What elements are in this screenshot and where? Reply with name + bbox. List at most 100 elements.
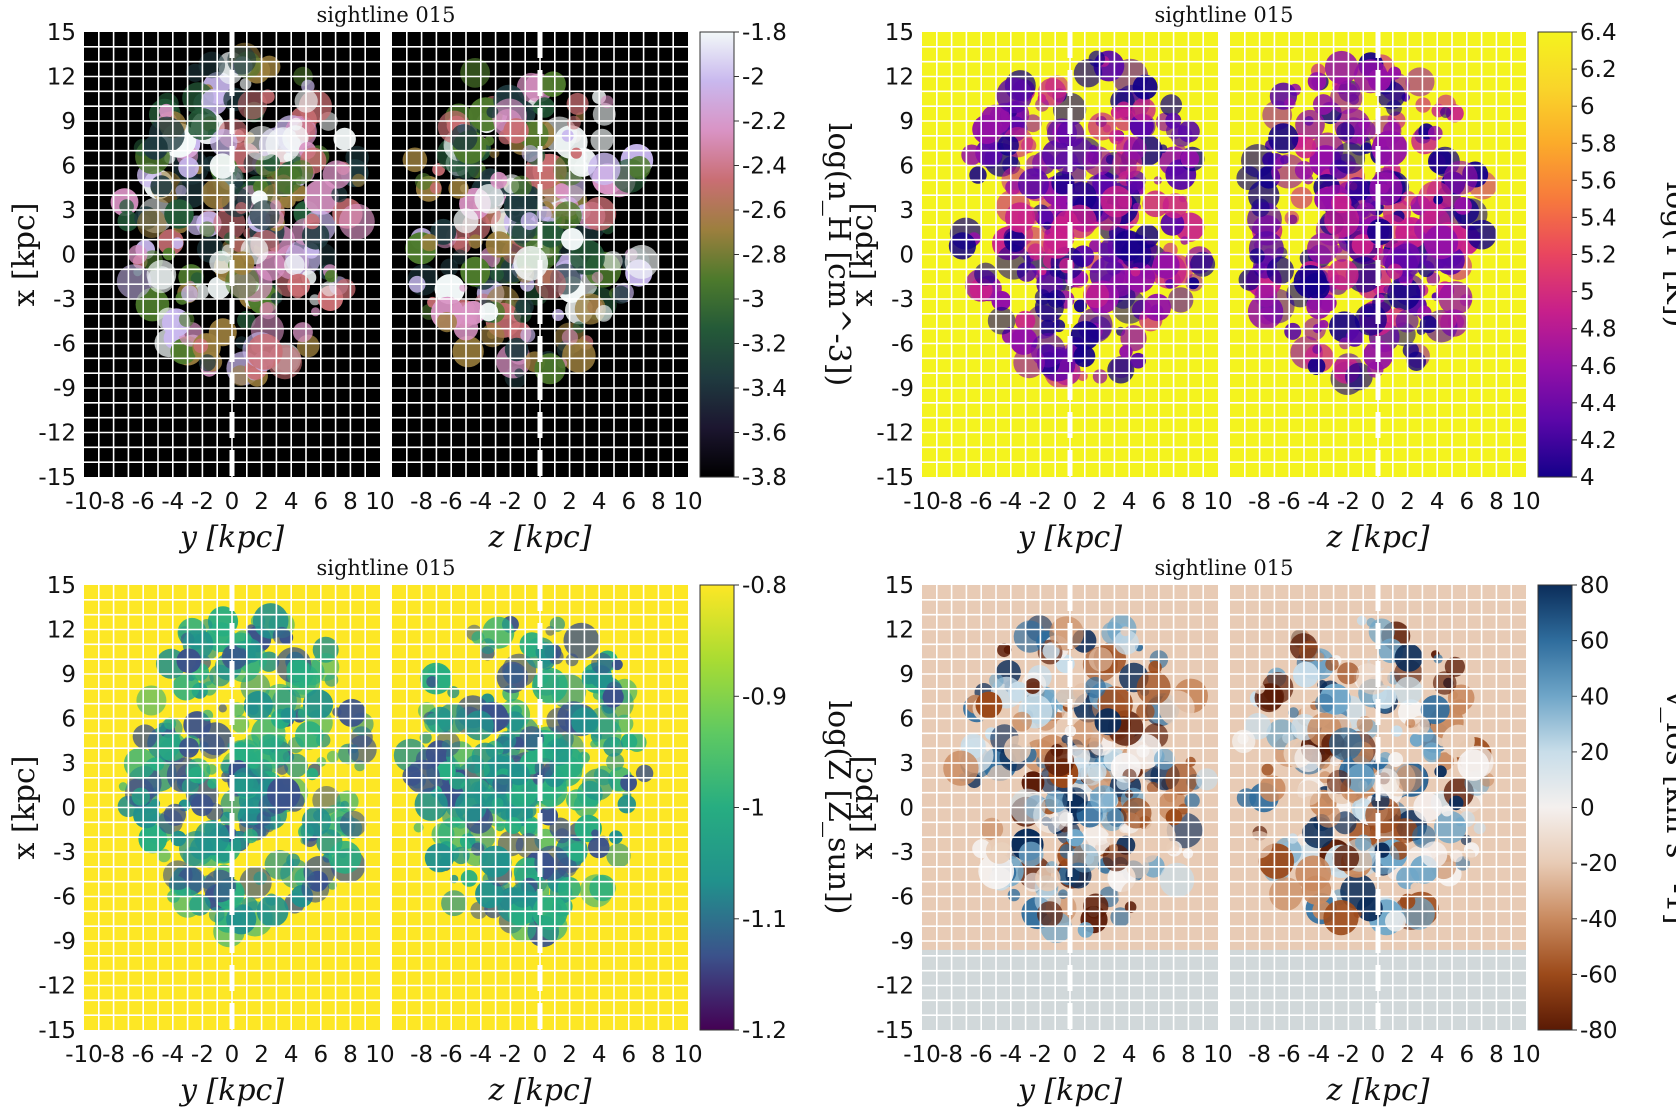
y-tick-label: 9 (61, 662, 76, 688)
texture-blob (181, 285, 198, 302)
y-tick-label: -6 (891, 332, 914, 358)
texture-blob (1394, 676, 1423, 706)
texture-blob (586, 707, 619, 740)
texture-blob (321, 281, 337, 297)
texture-blob (1232, 729, 1256, 754)
texture-blob (328, 840, 362, 874)
texture-blob (1035, 97, 1049, 112)
texture-blob (591, 652, 613, 675)
texture-blob (301, 806, 331, 836)
texture-blob (424, 843, 454, 873)
texture-blob (1371, 130, 1408, 167)
x-tick-label: -8 (102, 489, 125, 515)
texture-blob (1050, 743, 1064, 757)
texture-blob (602, 251, 623, 272)
texture-blob (1423, 225, 1459, 260)
chart-title: sightline 015 (316, 3, 455, 27)
texture-blob (178, 311, 195, 327)
texture-blob (491, 797, 504, 810)
x-tick-label: -2 (499, 1042, 522, 1068)
heatmap-y-projection (922, 585, 1218, 1030)
colorbar-tick-label: -1.1 (742, 907, 787, 933)
texture-blob (1325, 657, 1339, 671)
texture-blob (553, 201, 582, 230)
texture-blob (119, 199, 134, 214)
texture-blob (501, 882, 512, 893)
x-axis-label-right: z [kpc] (1326, 520, 1430, 555)
grid (392, 585, 688, 1030)
texture-blob (969, 166, 987, 184)
texture-blob (1348, 179, 1370, 201)
texture-blob (405, 759, 440, 794)
colorbar-tick-label: -2.4 (742, 154, 787, 180)
texture-blob (490, 267, 504, 282)
texture-blob (1187, 277, 1200, 290)
texture-blob (414, 787, 448, 821)
y-tick-label: 0 (899, 243, 914, 269)
colorbar-tick-label: 6 (1580, 94, 1595, 120)
texture-blob (1119, 345, 1133, 359)
texture-blob (237, 90, 268, 120)
x-axis-label-right: z [kpc] (1326, 1073, 1430, 1108)
texture-blob (624, 244, 659, 279)
texture-blob (1331, 192, 1352, 214)
texture-blob (420, 233, 439, 252)
colorbar (699, 584, 735, 1031)
texture-blob (1024, 114, 1042, 133)
texture-blob (1282, 732, 1294, 744)
texture-blob (581, 768, 614, 801)
texture-blob (1356, 615, 1367, 626)
texture-blob (504, 817, 522, 834)
texture-blob (1124, 901, 1137, 913)
texture-blob (185, 758, 211, 783)
texture-blob (287, 273, 311, 297)
x-axis-label-left: y [kpc] (1016, 1073, 1122, 1108)
texture-blob (1440, 107, 1452, 118)
x-tick-label: -6 (440, 1042, 463, 1068)
texture-blob (201, 88, 228, 115)
colorbar-label: log(n_H [cm^-3]) (821, 123, 856, 386)
texture-blob (1102, 844, 1130, 872)
texture-blob (1054, 150, 1079, 175)
colorbar-tick-label: -80 (1580, 1018, 1618, 1044)
colorbar (699, 31, 735, 478)
colorbar-tick-label: -1 (742, 796, 765, 822)
texture-blob (286, 853, 300, 868)
texture-blob (1356, 716, 1373, 733)
y-tick-label: -3 (891, 840, 914, 866)
x-tick-label: -10 (903, 489, 941, 515)
texture-blob (1090, 785, 1118, 813)
colorbar-tick-label: -40 (1580, 907, 1618, 933)
texture-blob (1269, 877, 1303, 911)
texture-blob (1295, 855, 1331, 892)
x-tick-label: 0 (1371, 489, 1386, 515)
texture-blob (1109, 843, 1119, 853)
x-tick-label: 2 (562, 1042, 577, 1068)
texture-blob (1180, 149, 1200, 169)
texture-blob (1089, 144, 1098, 153)
texture-blob (200, 619, 213, 631)
texture-blob (441, 890, 467, 917)
x-tick-label: 8 (1489, 489, 1504, 515)
texture-blob (301, 222, 330, 250)
y-tick-label: -9 (53, 929, 76, 955)
texture-blob (546, 707, 572, 733)
texture-blob (590, 740, 599, 749)
texture-blob (1136, 744, 1150, 758)
texture-blob (434, 274, 465, 305)
texture-blob (1067, 181, 1097, 212)
x-tick-label: 4 (1122, 1042, 1137, 1068)
texture-blob (1137, 630, 1161, 653)
texture-blob (494, 820, 506, 832)
grid (84, 585, 380, 1030)
texture-blob (1438, 281, 1473, 316)
chart-title: sightline 015 (1154, 3, 1293, 27)
texture-blob (460, 58, 490, 88)
texture-blob (521, 145, 539, 162)
texture-blob (1266, 256, 1294, 285)
texture-blob (118, 782, 128, 791)
texture-blob (471, 631, 485, 645)
texture-blob (1401, 191, 1416, 206)
colorbar-tick-label: -3.8 (742, 465, 787, 491)
texture-blob (996, 244, 1031, 280)
